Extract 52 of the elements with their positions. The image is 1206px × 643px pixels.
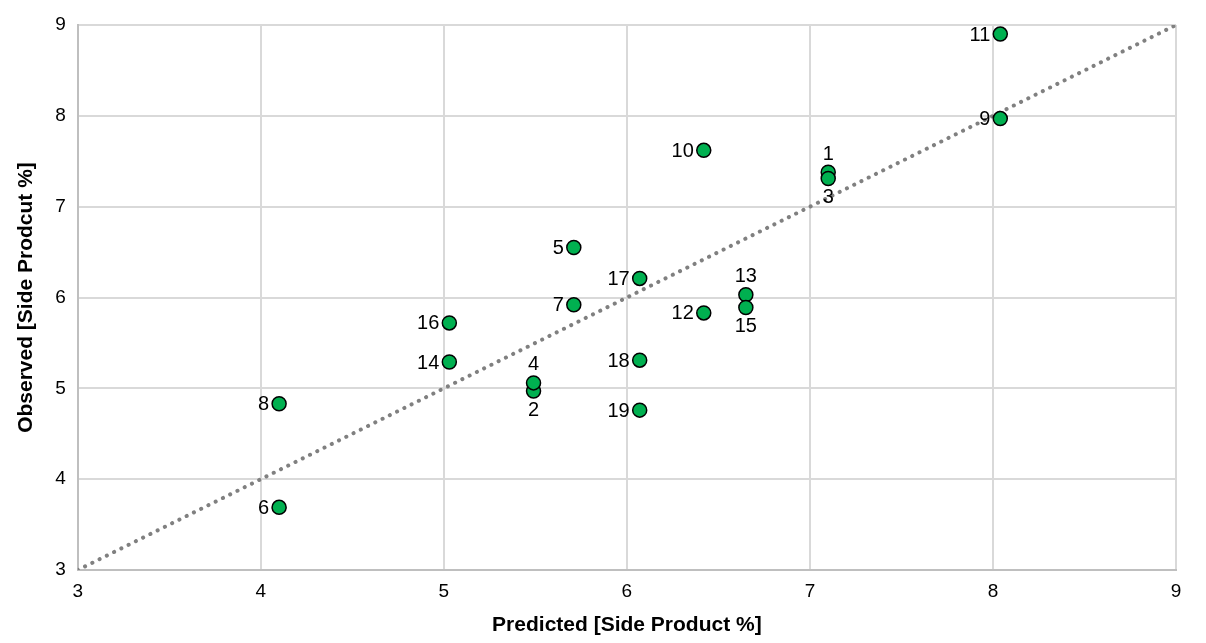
annotation: 9 bbox=[979, 107, 991, 130]
point bbox=[566, 239, 582, 256]
point bbox=[441, 315, 458, 331]
point bbox=[696, 305, 712, 321]
annotation: 1 bbox=[822, 141, 834, 164]
x-tick-label: 7 bbox=[804, 579, 816, 601]
point bbox=[820, 170, 836, 187]
point bbox=[738, 287, 754, 303]
point bbox=[271, 396, 287, 412]
point bbox=[992, 26, 1009, 42]
annotation: 11 bbox=[969, 22, 991, 45]
y-tick-label: 3 bbox=[55, 558, 66, 580]
annotation: 14 bbox=[417, 350, 440, 373]
point bbox=[992, 110, 1009, 127]
x-tick-label: 3 bbox=[72, 579, 84, 601]
annotation: 18 bbox=[607, 348, 630, 371]
x-tick-label: 5 bbox=[438, 579, 450, 601]
y-tick-label: 5 bbox=[55, 376, 66, 398]
x-tick-label: 9 bbox=[1170, 579, 1182, 601]
y-tick-label: 6 bbox=[55, 285, 66, 307]
point bbox=[441, 354, 458, 370]
annotation: 3 bbox=[822, 185, 834, 208]
annotation: 16 bbox=[417, 311, 440, 334]
point bbox=[696, 142, 712, 159]
point bbox=[631, 352, 648, 368]
annotation: 13 bbox=[734, 264, 757, 287]
annotation: 5 bbox=[552, 236, 564, 259]
x-axis-title: Predicted [Side Product %] bbox=[492, 612, 762, 636]
point bbox=[271, 499, 287, 516]
annotation: 12 bbox=[671, 301, 694, 324]
x-tick-label: 6 bbox=[621, 579, 633, 601]
y-axis-title: Observed [Side Prodcut %] bbox=[13, 162, 37, 433]
point bbox=[738, 299, 754, 316]
annotation: 4 bbox=[527, 352, 540, 375]
annotation: 15 bbox=[734, 314, 757, 337]
y-tick-label: 9 bbox=[55, 13, 66, 35]
annotation: 19 bbox=[607, 398, 630, 421]
point bbox=[566, 297, 582, 313]
point bbox=[631, 402, 648, 418]
annotation: 6 bbox=[257, 495, 270, 518]
y-tick-label: 7 bbox=[55, 194, 66, 216]
point bbox=[631, 270, 648, 287]
y-tick-label: 4 bbox=[55, 467, 67, 489]
annotation: 17 bbox=[607, 266, 630, 289]
y-tick-label: 8 bbox=[55, 104, 66, 126]
x-tick-label: 8 bbox=[987, 579, 999, 601]
annotation: 10 bbox=[671, 138, 694, 161]
annotation: 7 bbox=[552, 293, 564, 316]
annotation: 8 bbox=[257, 392, 270, 415]
annotation: 2 bbox=[527, 397, 540, 420]
x-tick-label: 4 bbox=[255, 579, 267, 601]
point bbox=[525, 375, 542, 391]
